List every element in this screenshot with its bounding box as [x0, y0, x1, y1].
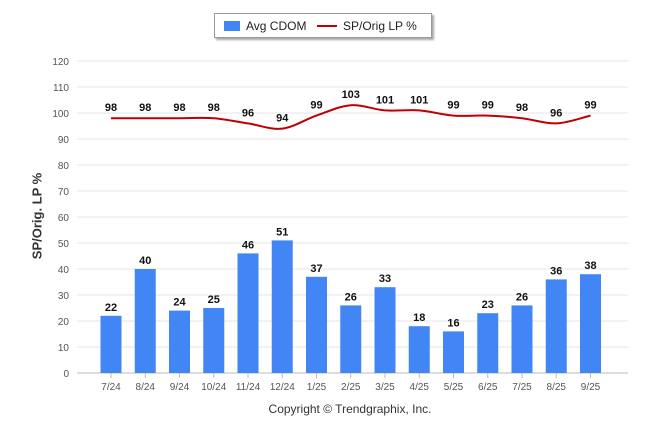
bar [511, 305, 533, 373]
x-tick-label: 7/25 [512, 382, 532, 393]
legend-swatch-line [317, 25, 337, 27]
legend-item-sp-orig-lp[interactable]: SP/Orig LP % [317, 19, 417, 33]
legend-label-sp-orig-lp: SP/Orig LP % [343, 19, 417, 33]
y-tick-label: 90 [58, 135, 70, 146]
y-tick-label: 120 [52, 57, 69, 68]
bar-data-label: 26 [516, 291, 528, 303]
line-data-label: 98 [516, 102, 528, 114]
x-tick-label: 3/25 [375, 382, 395, 393]
x-tick-label: 8/25 [547, 382, 567, 393]
y-tick-label: 60 [58, 213, 70, 224]
y-tick-label: 30 [58, 291, 70, 302]
line-data-label: 99 [310, 100, 322, 112]
bar-data-label: 36 [550, 265, 562, 277]
bar-data-label: 16 [447, 317, 459, 329]
bar-data-label: 40 [139, 255, 151, 267]
series-line-sp-orig-lp [110, 104, 591, 130]
y-tick-label: 80 [58, 161, 70, 172]
bar [443, 331, 464, 373]
bar-data-label: 38 [584, 260, 596, 272]
x-tick-label: 1/25 [307, 382, 327, 393]
bar [580, 274, 601, 373]
y-tick-label: 40 [58, 265, 70, 276]
bar [306, 276, 327, 373]
x-tick-label: 6/25 [478, 382, 498, 393]
x-tick-label: 9/24 [170, 382, 190, 393]
bar [477, 313, 499, 373]
line-data-label: 99 [482, 100, 494, 112]
x-tick-label: 8/24 [136, 382, 156, 393]
line-data-label: 99 [584, 100, 596, 112]
bar-data-label: 25 [208, 294, 220, 306]
bar [545, 279, 567, 373]
line-data-label: 96 [242, 107, 254, 119]
y-tick-label: 110 [53, 83, 69, 94]
legend-swatch-bar [224, 21, 240, 31]
line-data-label: 98 [173, 102, 185, 114]
x-tick-label: 2/25 [341, 382, 361, 393]
line-data-label: 94 [276, 113, 289, 125]
bar [340, 305, 362, 373]
copyright-text: Copyright © Trendgraphix, Inc. [268, 402, 432, 416]
bar [203, 308, 225, 373]
bar [237, 253, 259, 373]
legend-label-avg-cdom: Avg CDOM [246, 19, 307, 33]
bar-data-label: 51 [276, 226, 288, 238]
line-data-label: 98 [105, 102, 117, 114]
bar-data-label: 24 [173, 297, 186, 309]
line-data-label: 99 [447, 100, 459, 112]
x-tick-label: 4/25 [410, 382, 430, 393]
legend-item-avg-cdom[interactable]: Avg CDOM [224, 19, 306, 33]
line-data-label: 98 [208, 102, 220, 114]
line-data-label: 101 [410, 94, 428, 106]
legend: Avg CDOM SP/Orig LP % [214, 13, 432, 38]
bar-data-label: 46 [242, 239, 254, 251]
line-data-label: 101 [376, 94, 394, 106]
x-tick-label: 12/24 [270, 382, 295, 393]
y-tick-label: 10 [58, 343, 70, 354]
bar [408, 326, 430, 373]
y-tick-label: 70 [58, 187, 70, 198]
y-axis-label: SP/Orig. LP % [29, 172, 45, 260]
bar-data-label: 18 [413, 312, 425, 324]
x-tick-label: 5/25 [444, 382, 464, 393]
bar-data-label: 37 [310, 263, 322, 275]
bar [271, 240, 293, 373]
bar-data-label: 22 [105, 302, 117, 314]
bar-data-label: 23 [482, 299, 494, 311]
bar [100, 315, 122, 373]
y-tick-label: 20 [58, 317, 70, 328]
y-tick-label: 100 [52, 109, 69, 120]
line-data-label: 103 [342, 89, 360, 101]
bar-data-label: 33 [379, 273, 391, 285]
bar [169, 310, 190, 373]
bar [374, 287, 396, 373]
y-tick-label: 0 [63, 369, 69, 380]
x-tick-label: 11/24 [236, 382, 261, 393]
x-tick-label: 9/25 [581, 382, 601, 393]
bar-data-label: 26 [345, 291, 357, 303]
y-tick-label: 50 [58, 239, 70, 250]
x-tick-label: 10/24 [201, 382, 226, 393]
line-data-label: 98 [139, 102, 151, 114]
x-tick-label: 7/24 [101, 382, 121, 393]
line-data-label: 96 [550, 107, 562, 119]
bar [134, 269, 156, 373]
